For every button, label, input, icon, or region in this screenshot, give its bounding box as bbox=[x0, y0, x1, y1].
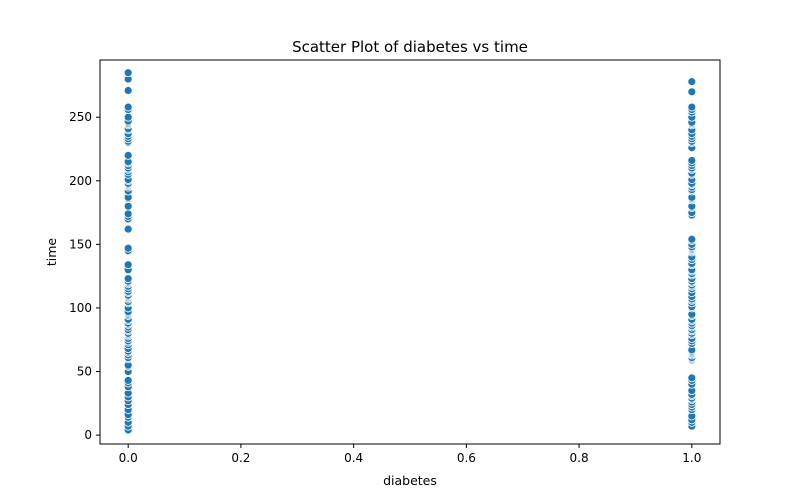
data-point bbox=[123, 150, 133, 160]
x-tick-label: 0.8 bbox=[570, 451, 589, 465]
y-tick-label: 100 bbox=[69, 301, 92, 315]
data-point bbox=[123, 68, 133, 78]
data-point bbox=[123, 224, 133, 234]
data-point bbox=[123, 243, 133, 253]
data-point bbox=[123, 209, 133, 219]
data-point bbox=[687, 373, 697, 383]
y-tick-label: 0 bbox=[84, 428, 92, 442]
y-tick-label: 50 bbox=[77, 365, 92, 379]
chart-title: Scatter Plot of diabetes vs time bbox=[292, 38, 528, 56]
x-axis-ticks: 0.0 0.2 0.4 0.6 0.8 1.0 bbox=[119, 444, 701, 465]
plot-frame bbox=[99, 59, 721, 445]
y-tick-label: 200 bbox=[69, 174, 92, 188]
data-point bbox=[123, 102, 133, 112]
data-point bbox=[123, 86, 133, 95]
data-point bbox=[123, 260, 133, 270]
y-axis-ticks: 0 50 100 150 200 250 bbox=[69, 110, 100, 442]
data-point bbox=[123, 274, 133, 284]
data-points bbox=[123, 68, 697, 435]
x-tick-label: 0.0 bbox=[119, 451, 138, 465]
data-point bbox=[687, 102, 697, 112]
data-point bbox=[123, 112, 133, 122]
x-tick-label: 1.0 bbox=[682, 451, 701, 465]
data-point bbox=[687, 87, 697, 97]
data-point bbox=[123, 201, 133, 211]
data-point bbox=[123, 376, 133, 385]
data-point bbox=[687, 234, 697, 244]
y-axis-label: time bbox=[44, 238, 59, 267]
y-tick-label: 250 bbox=[69, 110, 92, 124]
x-tick-label: 0.2 bbox=[231, 451, 250, 465]
x-tick-label: 0.4 bbox=[344, 451, 363, 465]
x-tick-label: 0.6 bbox=[457, 451, 476, 465]
x-axis-label: diabetes bbox=[383, 473, 437, 488]
y-tick-label: 150 bbox=[69, 237, 92, 251]
data-point bbox=[687, 77, 697, 87]
data-point bbox=[687, 156, 697, 165]
